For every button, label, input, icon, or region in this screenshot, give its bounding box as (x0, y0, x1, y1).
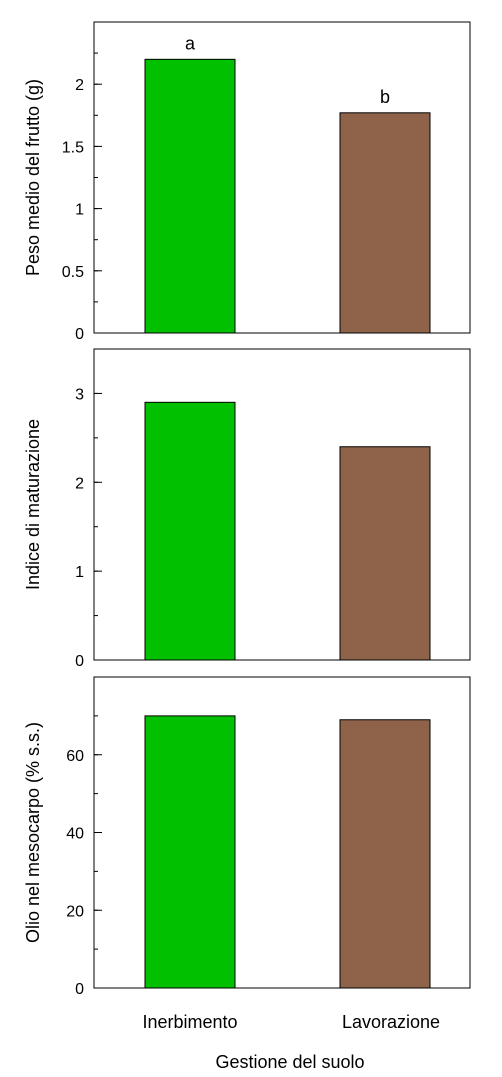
y-tick-label: 2 (75, 475, 84, 492)
bar-inerbimento (144, 58, 236, 334)
y-axis-title: Peso medio del frutto (g) (23, 79, 43, 276)
y-tick-label: 2 (75, 77, 84, 94)
y-tick-label: 0 (75, 653, 84, 670)
bar-inerbimento (144, 715, 236, 989)
chart-panel-1: 0 0.5 1 1.5 2 Peso medio del frutto (g) a b (23, 21, 471, 343)
plot-frame (93, 348, 471, 661)
x-axis-title: Gestione del suolo (215, 1052, 364, 1072)
significance-letter: a (185, 33, 196, 53)
y-tick-label: 60 (66, 748, 84, 765)
y-tick-label: 1 (75, 564, 84, 581)
y-tick-label: 20 (66, 903, 84, 920)
y-axis-title: Olio nel mesocarpo (% s.s.) (23, 722, 43, 943)
chart-panels: 0 0.5 1 1.5 2 Peso medio del frutto (g) a b 0 1 2 3… (23, 21, 471, 998)
y-tick-label: 0 (75, 981, 84, 998)
bar-lavorazione (339, 446, 431, 661)
y-tick-label: 3 (75, 386, 84, 403)
y-axis-title: Indice di maturazione (23, 419, 43, 590)
y-tick-label: 1.5 (62, 139, 84, 156)
y-tick-label: 0 (75, 326, 84, 343)
chart-panel-3: 0 20 40 60 Olio nel mesocarpo (% s.s.) (23, 676, 471, 998)
bar-lavorazione (339, 719, 431, 989)
x-category-label-lavorazione: Lavorazione (342, 1012, 440, 1032)
x-category-label-inerbimento: Inerbimento (142, 1012, 237, 1032)
y-tick-label: 1 (75, 202, 84, 219)
significance-letter: b (380, 87, 390, 107)
y-tick-label: 0.5 (62, 264, 84, 281)
y-tick-label: 40 (66, 826, 84, 843)
bar-inerbimento (144, 401, 236, 661)
bar-lavorazione (339, 112, 431, 334)
chart-panel-2: 0 1 2 3 Indice di maturazione (23, 348, 471, 670)
